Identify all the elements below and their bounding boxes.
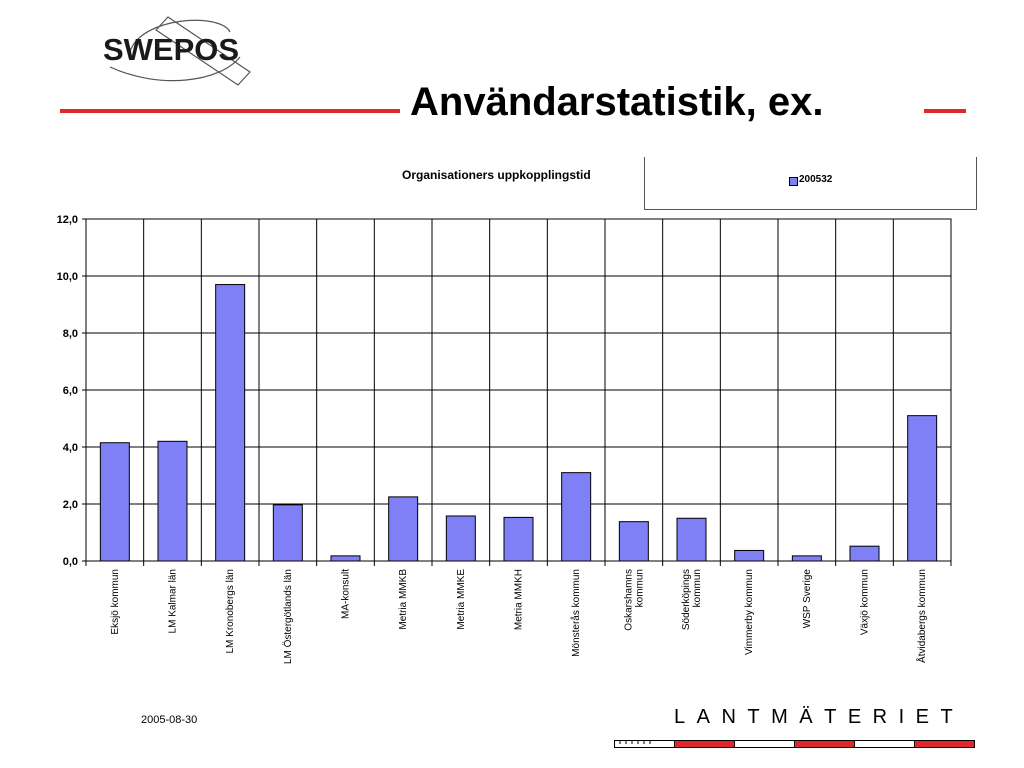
bar bbox=[330, 555, 361, 562]
x-tick-label: Söderköpings bbox=[681, 569, 692, 630]
x-tick-label: Oskarshamns bbox=[623, 569, 634, 631]
x-tick-label: Åtvidabergs kommun bbox=[915, 569, 928, 663]
x-tick-label: LM Kronobergs län bbox=[225, 569, 236, 654]
brand-wordmark: LANTMÄTERIET bbox=[674, 706, 965, 728]
y-tick-label: 4,0 bbox=[63, 442, 78, 454]
legend-swatch bbox=[789, 177, 798, 186]
bar bbox=[676, 517, 707, 562]
y-tick-label: 6,0 bbox=[63, 385, 78, 397]
chart-title: Organisationers uppkopplingstid bbox=[402, 168, 591, 182]
x-tick-label: WSP Sverige bbox=[802, 569, 813, 629]
swepos-logo-mark bbox=[109, 16, 251, 86]
bar bbox=[734, 549, 765, 562]
bar bbox=[215, 284, 246, 562]
x-tick-label: Mönsterås kommun bbox=[570, 569, 582, 657]
bar bbox=[272, 504, 303, 562]
y-tick-label: 0,0 bbox=[63, 556, 78, 568]
bar bbox=[791, 555, 822, 562]
slide-title: Användarstatistik, ex. bbox=[410, 80, 824, 124]
bar bbox=[907, 415, 938, 562]
chart-legend: 200532 bbox=[644, 157, 977, 210]
bar bbox=[618, 521, 649, 562]
bar bbox=[849, 545, 880, 562]
x-tick-label: Metria MMKB bbox=[398, 569, 409, 630]
legend-label: 200532 bbox=[799, 174, 833, 185]
x-tick-label: kommun bbox=[692, 569, 703, 607]
scale-bar-decoration bbox=[614, 740, 975, 748]
x-tick-label: Växjö kommun bbox=[860, 569, 871, 635]
bar bbox=[503, 516, 534, 562]
bar bbox=[99, 442, 130, 562]
y-tick-label: 2,0 bbox=[63, 499, 78, 511]
bar bbox=[445, 515, 476, 562]
x-tick-label: LM Kalmar län bbox=[168, 569, 179, 633]
x-tick-label: Eksjö kommun bbox=[110, 569, 121, 635]
x-tick-label: kommun bbox=[634, 569, 645, 607]
footer-date: 2005-08-30 bbox=[141, 714, 198, 726]
bar bbox=[388, 496, 419, 562]
x-tick-label: Vimmerby kommun bbox=[744, 569, 755, 655]
bar bbox=[561, 472, 592, 562]
x-tick-label: Metria MMKE bbox=[456, 569, 467, 630]
x-tick-label: MA-konsult bbox=[341, 569, 352, 619]
y-tick-label: 10,0 bbox=[57, 271, 78, 283]
x-tick-label: LM Östergötlands län bbox=[282, 569, 294, 664]
title-rule-right bbox=[924, 109, 966, 113]
y-tick-label: 8,0 bbox=[63, 328, 78, 340]
y-tick-label: 12,0 bbox=[57, 214, 78, 226]
x-tick-label: Metria MMKH bbox=[514, 569, 525, 630]
title-rule-left bbox=[60, 109, 400, 113]
bar bbox=[157, 440, 188, 562]
logo-text: SWEPOS bbox=[103, 32, 240, 67]
